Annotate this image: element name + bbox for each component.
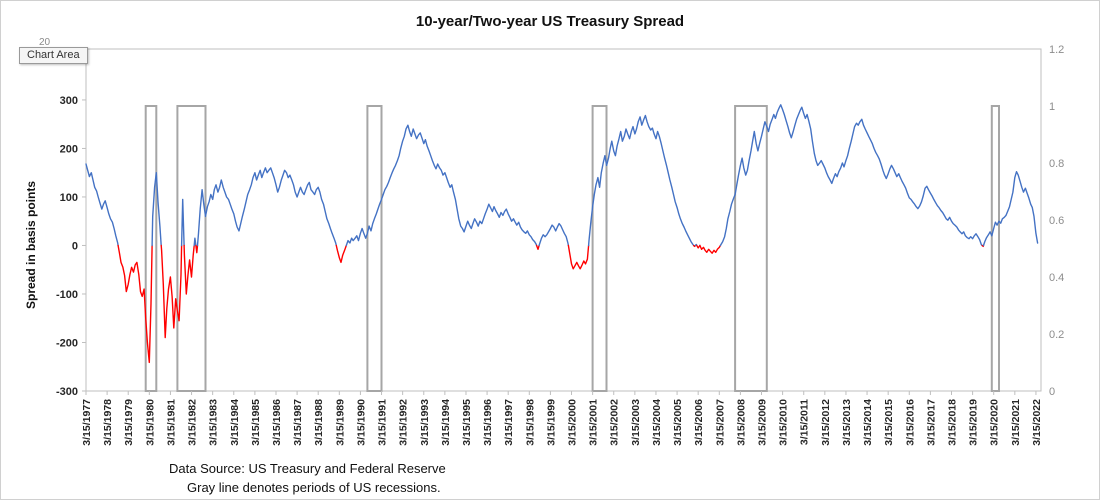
spread-line-positive-segment [982, 170, 1039, 247]
spread-line-negative-segment [195, 244, 199, 254]
x-axis-tick-label: 3/15/2002 [609, 399, 621, 446]
x-axis-tick-label: 3/15/1982 [187, 399, 199, 446]
partially-hidden-label: 20 [39, 37, 51, 48]
left-axis-tick-label: 100 [60, 192, 78, 204]
x-axis-tick-label: 3/15/2012 [820, 399, 832, 446]
plot-border [85, 48, 1042, 392]
x-axis-tick-label: 3/15/2014 [862, 399, 874, 446]
recession-band [591, 105, 608, 392]
x-axis-tick-label: 3/15/1997 [503, 399, 515, 446]
x-axis-tick-label: 3/15/2021 [1010, 399, 1022, 446]
spread-line-positive-segment [85, 163, 119, 247]
recession-band [734, 105, 768, 392]
x-axis-tick-label: 3/15/2016 [904, 399, 916, 446]
x-axis-tick-label: 3/15/1992 [398, 399, 410, 446]
x-axis-tick-label: 3/15/1983 [208, 399, 220, 446]
x-axis-tick-label: 3/15/1996 [482, 399, 494, 446]
spread-line-positive-segment [151, 171, 162, 247]
x-axis-tick-label: 3/15/2001 [588, 399, 600, 446]
x-axis-tick-label: 3/15/2003 [630, 399, 642, 446]
spread-line-negative-segment [696, 244, 701, 249]
spread-line-negative-segment [535, 244, 540, 251]
recession-band [990, 105, 1000, 392]
right-axis-tick-label: 0.8 [1049, 158, 1064, 170]
x-axis-tick-label: 3/15/1978 [102, 399, 114, 446]
x-axis-tick-label: 3/15/2009 [757, 399, 769, 446]
x-axis-tick-label: 3/15/2008 [735, 399, 747, 446]
x-axis-tick-label: 3/15/2020 [989, 399, 1001, 446]
x-axis-tick-label: 3/15/2018 [946, 399, 958, 446]
left-axis-tick-label: 200 [60, 143, 78, 155]
x-axis-tick-label: 3/15/2005 [672, 399, 684, 446]
x-axis-tick-label: 3/15/1980 [144, 399, 156, 446]
x-axis-tick-label: 3/15/2017 [925, 399, 937, 446]
x-axis-tick-label: 3/15/1989 [334, 399, 346, 446]
left-axis-tick-label: 0 [72, 240, 78, 252]
left-axis-tick-label: -200 [56, 337, 78, 349]
spread-line-negative-segment [335, 244, 347, 264]
x-axis-tick-label: 3/15/1991 [377, 399, 389, 446]
x-axis-tick-label: 3/15/2015 [883, 399, 895, 446]
spread-line-positive-segment [180, 198, 185, 247]
spread-line-negative-segment [183, 244, 195, 295]
x-axis-tick-label: 3/15/1993 [419, 399, 431, 446]
x-axis-tick-label: 3/15/1977 [81, 399, 93, 446]
right-axis-tick-label: 0.6 [1049, 215, 1064, 227]
x-axis-tick-label: 3/15/1985 [250, 399, 262, 446]
chart-area-tooltip: Chart Area [19, 47, 88, 64]
x-axis-tick-label: 3/15/2013 [841, 399, 853, 446]
spread-line-negative-segment [117, 244, 153, 364]
recession-band [366, 105, 383, 392]
left-axis-tick-label: 300 [60, 95, 78, 107]
x-axis-tick-label: 3/15/1987 [292, 399, 304, 446]
x-axis-tick-label: 3/15/1999 [545, 399, 557, 446]
left-axis-tick-label: -300 [56, 386, 78, 398]
spread-line-positive-segment [587, 114, 695, 247]
x-axis-tick-label: 3/15/1998 [524, 399, 536, 446]
x-axis-tick-label: 3/15/1995 [461, 399, 473, 446]
footer-note: Gray line denotes periods of US recessio… [187, 480, 441, 495]
x-axis-tick-label: 3/15/1986 [271, 399, 283, 446]
spread-line-positive-segment [538, 222, 570, 247]
x-axis-tick-label: 3/15/2004 [651, 399, 663, 446]
spread-line-negative-segment [567, 244, 590, 270]
spread-line-positive-segment [719, 104, 983, 247]
x-axis-tick-label: 3/15/1994 [440, 399, 452, 446]
right-axis-tick-label: 1 [1049, 101, 1055, 113]
x-axis-tick-label: 3/15/1979 [123, 399, 135, 446]
x-axis-tick-label: 3/15/2006 [693, 399, 705, 446]
footer-source: Data Source: US Treasury and Federal Res… [169, 461, 446, 476]
spread-line-positive-segment [196, 167, 337, 247]
right-axis-tick-label: 1.2 [1049, 44, 1064, 56]
x-axis-tick-label: 3/15/1984 [229, 399, 241, 446]
x-axis-tick-label: 3/15/2011 [799, 399, 811, 445]
spread-line-negative-segment [699, 244, 722, 254]
spread-line-positive-segment [193, 237, 197, 247]
x-axis-tick-label: 3/15/1988 [313, 399, 325, 446]
spread-line-negative-segment [160, 244, 183, 339]
x-axis-tick-label: 3/15/1990 [355, 399, 367, 446]
right-axis-tick-label: 0.2 [1049, 329, 1064, 341]
right-axis-tick-label: 0 [1049, 386, 1055, 398]
left-axis-tick-label: -100 [56, 289, 78, 301]
x-axis-tick-label: 3/15/1981 [165, 399, 177, 446]
x-axis-tick-label: 3/15/2007 [714, 399, 726, 446]
spread-line-positive-segment [345, 124, 538, 247]
recession-band [144, 105, 158, 392]
x-axis-tick-label: 3/15/2019 [968, 399, 980, 446]
x-axis-tick-label: 3/15/2022 [1031, 399, 1043, 446]
x-axis-tick-label: 3/15/2010 [778, 399, 790, 446]
chart-title: 10-year/Two-year US Treasury Spread [415, 13, 685, 30]
right-axis-tick-label: 0.4 [1049, 272, 1064, 284]
left-axis-title: Spread in basis points [24, 180, 38, 310]
x-axis-tick-label: 3/15/2000 [567, 399, 579, 446]
